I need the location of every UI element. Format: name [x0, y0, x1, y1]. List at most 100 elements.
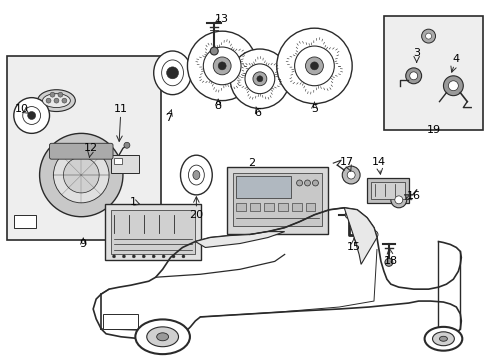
Circle shape: [112, 255, 115, 258]
Circle shape: [294, 46, 334, 86]
Ellipse shape: [424, 327, 461, 351]
Text: 12: 12: [84, 143, 98, 153]
Circle shape: [230, 49, 289, 109]
Bar: [233, 173, 322, 226]
Circle shape: [182, 255, 184, 258]
Circle shape: [390, 192, 406, 208]
Circle shape: [342, 166, 359, 184]
Ellipse shape: [42, 94, 70, 108]
Circle shape: [296, 180, 302, 186]
Circle shape: [203, 47, 241, 85]
Bar: [236, 203, 245, 211]
Text: 20: 20: [189, 210, 203, 220]
Text: 4: 4: [452, 54, 459, 64]
Ellipse shape: [146, 327, 178, 347]
Circle shape: [63, 157, 99, 193]
Text: 18: 18: [383, 256, 397, 266]
Circle shape: [22, 107, 41, 125]
Circle shape: [276, 28, 351, 104]
Ellipse shape: [180, 155, 212, 195]
Bar: [366, 178, 408, 203]
Bar: [14, 215, 36, 228]
Circle shape: [394, 196, 402, 204]
Text: 2: 2: [248, 158, 255, 168]
Bar: [103, 314, 138, 329]
Bar: [305, 203, 315, 211]
Circle shape: [53, 147, 109, 203]
Circle shape: [122, 255, 125, 258]
Text: 10: 10: [15, 104, 29, 113]
Circle shape: [305, 57, 323, 75]
Text: 8: 8: [214, 100, 222, 111]
Bar: [277, 203, 287, 211]
Circle shape: [210, 47, 218, 55]
Ellipse shape: [162, 60, 183, 86]
Ellipse shape: [156, 333, 168, 341]
Circle shape: [304, 180, 310, 186]
Circle shape: [310, 62, 318, 70]
Text: 14: 14: [371, 157, 385, 167]
Circle shape: [346, 171, 354, 179]
Bar: [111, 210, 195, 255]
Text: 1: 1: [129, 197, 136, 207]
Ellipse shape: [432, 332, 453, 346]
Circle shape: [132, 255, 135, 258]
Circle shape: [213, 57, 231, 75]
Text: 6: 6: [254, 108, 261, 117]
FancyBboxPatch shape: [226, 167, 327, 234]
Circle shape: [54, 98, 59, 103]
Circle shape: [28, 112, 36, 120]
Circle shape: [162, 255, 165, 258]
Circle shape: [256, 76, 263, 82]
Text: 17: 17: [340, 157, 353, 167]
Text: 13: 13: [215, 14, 229, 24]
Text: 19: 19: [426, 125, 440, 135]
Circle shape: [69, 163, 93, 187]
Bar: [111, 155, 139, 173]
Circle shape: [252, 72, 266, 86]
Bar: [291, 203, 301, 211]
Circle shape: [62, 98, 67, 103]
Circle shape: [40, 133, 122, 217]
Circle shape: [409, 72, 417, 80]
Circle shape: [421, 29, 435, 43]
Circle shape: [369, 231, 377, 239]
Circle shape: [384, 258, 392, 266]
Circle shape: [187, 31, 256, 100]
Text: 16: 16: [406, 191, 420, 201]
FancyBboxPatch shape: [49, 143, 113, 159]
FancyBboxPatch shape: [105, 204, 201, 260]
Circle shape: [244, 64, 274, 94]
Circle shape: [405, 68, 421, 84]
Circle shape: [447, 81, 457, 91]
Circle shape: [218, 62, 225, 70]
Ellipse shape: [38, 90, 75, 112]
Circle shape: [345, 211, 352, 219]
Bar: [370, 182, 404, 199]
Circle shape: [166, 67, 178, 79]
Polygon shape: [195, 231, 284, 247]
Circle shape: [312, 180, 318, 186]
Ellipse shape: [153, 51, 191, 95]
Text: 11: 11: [114, 104, 128, 113]
Ellipse shape: [135, 319, 189, 354]
Circle shape: [152, 255, 155, 258]
Ellipse shape: [192, 171, 200, 180]
Text: 3: 3: [412, 48, 419, 58]
Circle shape: [172, 255, 175, 258]
Polygon shape: [344, 208, 376, 264]
Circle shape: [123, 142, 130, 148]
Text: 15: 15: [346, 243, 361, 252]
Circle shape: [425, 33, 431, 39]
Text: 9: 9: [80, 239, 87, 249]
Bar: [264, 203, 273, 211]
Ellipse shape: [439, 336, 447, 341]
Bar: [383, 16, 482, 130]
Text: 7: 7: [164, 113, 172, 123]
Circle shape: [14, 98, 49, 133]
Circle shape: [142, 255, 145, 258]
Circle shape: [443, 76, 462, 96]
Text: 5: 5: [310, 104, 317, 113]
Ellipse shape: [188, 165, 204, 185]
Bar: [236, 176, 290, 198]
